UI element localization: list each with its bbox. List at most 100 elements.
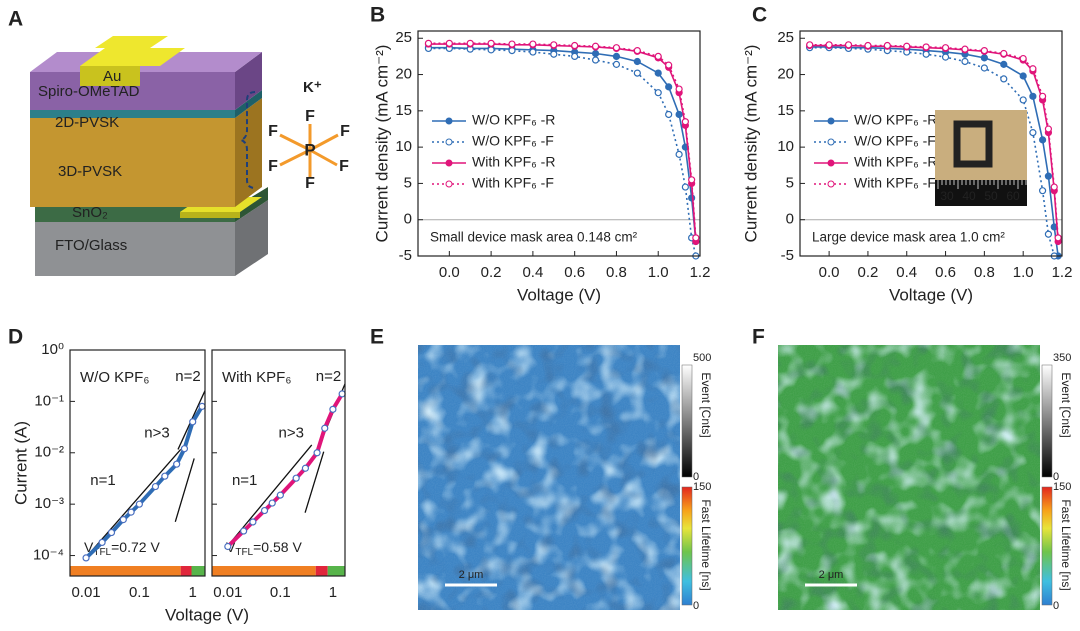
marker [883,41,891,50]
marker [980,54,988,62]
marker [922,43,930,51]
vtfl-symbol: V [84,539,94,555]
x-tick-label: 0.8 [974,264,995,281]
x-tick-label: 1 [329,584,337,601]
marker [508,46,516,55]
y-tick-label: 10⁻⁴ [33,547,64,564]
y-tick-label: 10⁰ [41,341,64,358]
marker [806,41,814,49]
marker [189,418,197,426]
ruler-label: 50 [984,189,998,203]
annotation: n>3 [144,425,169,442]
marker [424,39,433,47]
x-tick-label: 0.2 [481,264,502,281]
ruler-label: 60 [1006,189,1020,203]
marker [1038,187,1047,195]
marker [1000,60,1008,68]
ligand: F [339,158,349,175]
scale-bar-label: 2 μm [459,569,484,581]
marker [127,508,135,516]
y-tick-label: 10⁻¹ [34,392,64,409]
marker [844,41,853,49]
marker [1050,183,1058,191]
map-grain [418,345,680,610]
marker [688,176,696,184]
marker [654,69,662,77]
colorbar-label: Event [Cnts] [699,372,713,437]
marker [198,402,206,410]
y-tick-label: 5 [404,174,412,191]
marker [249,518,257,526]
marker [173,460,181,468]
marker [665,83,673,91]
y-tick-label: -5 [399,247,412,264]
panel-label: B [370,4,385,27]
x-tick-label: 0.6 [935,264,956,281]
region-bar [212,566,316,576]
fit-line [304,451,325,513]
ligand: F [305,108,315,125]
marker [338,390,346,398]
marker [550,41,558,49]
marker [941,44,950,52]
panel-label: F [752,326,765,349]
legend-marker [827,159,835,167]
colorbar-tick: 0 [693,600,699,612]
y-tick-label: -5 [781,247,794,264]
marker [445,39,453,47]
x-tick-label: 1.2 [1052,264,1073,281]
marker [654,89,662,97]
colorbar-label: Event [Cnts] [1059,372,1073,437]
marker [224,542,232,551]
marker [466,39,474,47]
x-tick-label: 1.2 [690,264,711,281]
marker [961,45,969,53]
ruler-label: 30 [940,189,954,203]
panel-label: E [370,326,384,349]
device-stack [30,36,339,276]
marker [633,57,641,66]
marker [654,52,662,61]
y-tick-label: 10⁻² [34,444,64,461]
layer-label: Spiro-OMeTAD [38,83,140,100]
marker [591,42,600,50]
vtfl: VTFL=0.72 V [84,539,160,558]
marker [681,118,689,126]
marker [961,57,969,66]
marker [1044,172,1053,180]
marker [633,69,641,77]
legend-label: W/O KPF₆ -R [854,112,937,128]
colorbar-label: Fast Lifetime [ns] [699,499,713,590]
marker [571,52,579,61]
y-axis-label: Current (A) [11,421,30,505]
annotation: Small device mask area 0.148 cm² [430,230,638,245]
marker [487,46,495,54]
x-tick-label: 0.0 [819,264,840,281]
vtfl-sub: TFL [235,547,253,558]
map-grain [778,345,1040,610]
marker [1029,65,1037,73]
legend-marker [445,180,453,188]
fit-line [224,444,313,550]
marker [612,44,621,52]
series-line [428,42,697,238]
colorbar-tick: 0 [1053,471,1059,483]
marker [1038,136,1047,144]
marker [1029,129,1037,137]
colorbar-tick: 350 [1053,352,1071,364]
ligand: F [268,158,278,175]
x-axis-label: Voltage (V) [517,285,601,304]
panel-title: With KPF₆ [222,369,291,386]
marker [180,445,189,453]
marker [922,50,930,58]
marker [571,41,579,50]
series-line [226,392,344,548]
y-tick-label: 10 [777,138,794,155]
marker [161,472,169,480]
series-line [809,46,1056,257]
marker [675,110,683,119]
marker [98,538,106,547]
x-tick-label: 0.0 [439,264,460,281]
x-tick-label: 0.01 [213,584,242,601]
